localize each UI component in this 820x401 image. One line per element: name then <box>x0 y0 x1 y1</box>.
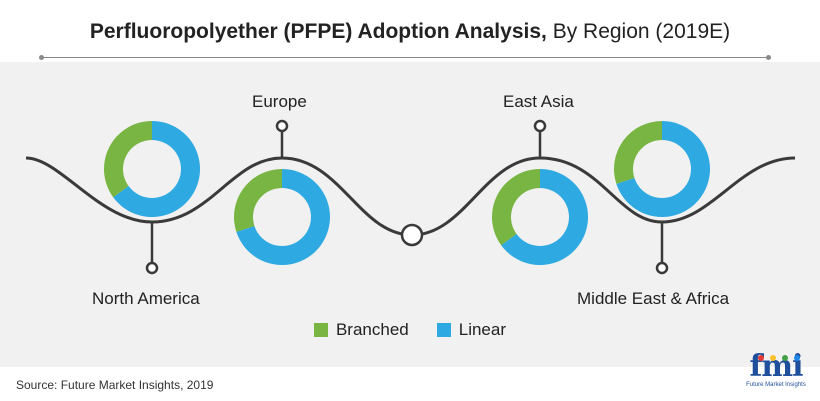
donut-slice-linear-north-america <box>113 121 201 218</box>
world-map-background <box>0 62 820 367</box>
legend: Branched Linear <box>0 320 820 340</box>
legend-item-branched: Branched <box>313 320 409 340</box>
donut-slice-linear-europe <box>236 168 330 265</box>
legend-swatch-branched <box>313 323 328 337</box>
donut-slice-linear-east-asia <box>501 169 588 266</box>
source-note: Source: Future Market Insights, 2019 <box>16 378 214 392</box>
legend-label-linear: Linear <box>458 320 507 339</box>
logo-subtitle: Future Market Insights <box>746 382 806 388</box>
title-underline <box>39 55 771 60</box>
donut-slice-linear-middle-east-africa <box>616 121 711 217</box>
region-label-north-america: North America <box>92 289 200 308</box>
region-label-east-asia: East Asia <box>503 92 574 111</box>
legend-label-branched: Branched <box>335 320 409 339</box>
legend-item-linear: Linear <box>436 320 507 340</box>
pin-head-3 <box>655 261 669 275</box>
chart-title-bold: Perfluoropolyether (PFPE) Adoption Analy… <box>89 20 547 43</box>
region-label-middle-east-africa: Middle East & Africa <box>577 289 730 308</box>
donut-slice-branched-east-asia <box>492 169 540 246</box>
legend-swatch-linear <box>436 323 451 337</box>
region-label-europe: Europe <box>252 92 307 111</box>
pin-head-0 <box>145 261 159 275</box>
donut-slice-branched-north-america <box>104 121 152 198</box>
fmi-logo: fmi Future Market Insights <box>744 352 808 396</box>
chart-title: Perfluoropolyether (PFPE) Adoption Analy… <box>0 20 820 44</box>
center-ring-icon <box>400 223 424 247</box>
chart-title-normal: By Region (2019E) <box>546 20 731 43</box>
donut-slice-branched-middle-east-africa <box>614 121 662 184</box>
logo-dots-icon <box>754 348 804 361</box>
pin-head-2 <box>533 119 547 133</box>
pin-head-1 <box>275 119 289 133</box>
donut-slice-branched-europe <box>234 169 282 232</box>
